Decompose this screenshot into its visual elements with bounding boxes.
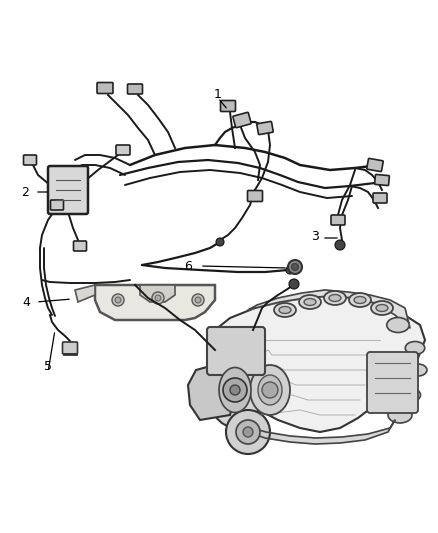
Text: 1: 1 <box>214 87 222 101</box>
Ellipse shape <box>387 318 409 333</box>
Ellipse shape <box>409 364 427 376</box>
Circle shape <box>292 263 299 271</box>
Ellipse shape <box>376 304 388 311</box>
Circle shape <box>262 382 278 398</box>
Circle shape <box>243 427 253 437</box>
FancyBboxPatch shape <box>50 200 64 210</box>
Ellipse shape <box>274 303 296 317</box>
FancyBboxPatch shape <box>63 342 78 354</box>
Polygon shape <box>210 296 425 432</box>
Ellipse shape <box>208 352 262 427</box>
FancyBboxPatch shape <box>24 155 36 165</box>
FancyBboxPatch shape <box>367 158 383 172</box>
FancyBboxPatch shape <box>127 84 142 94</box>
Circle shape <box>286 266 294 274</box>
FancyBboxPatch shape <box>373 193 387 203</box>
Ellipse shape <box>349 293 371 307</box>
Ellipse shape <box>371 301 393 315</box>
Ellipse shape <box>219 367 251 413</box>
Circle shape <box>155 295 161 301</box>
Ellipse shape <box>304 298 316 305</box>
Polygon shape <box>95 285 215 320</box>
Ellipse shape <box>329 295 341 302</box>
Text: 2: 2 <box>21 185 29 198</box>
Circle shape <box>236 420 260 444</box>
FancyBboxPatch shape <box>74 241 86 251</box>
FancyBboxPatch shape <box>220 101 236 111</box>
Ellipse shape <box>388 407 412 423</box>
FancyBboxPatch shape <box>207 327 265 375</box>
Circle shape <box>115 297 121 303</box>
Ellipse shape <box>250 365 290 415</box>
Circle shape <box>289 279 299 289</box>
Ellipse shape <box>258 375 282 405</box>
Text: 4: 4 <box>22 295 30 309</box>
FancyBboxPatch shape <box>257 122 273 134</box>
Circle shape <box>288 260 302 274</box>
FancyBboxPatch shape <box>374 174 389 185</box>
Ellipse shape <box>324 291 346 305</box>
Circle shape <box>195 297 201 303</box>
Circle shape <box>192 294 204 306</box>
Ellipse shape <box>399 388 420 402</box>
Circle shape <box>112 294 124 306</box>
Circle shape <box>335 240 345 250</box>
FancyBboxPatch shape <box>48 166 88 214</box>
Polygon shape <box>248 420 395 444</box>
Polygon shape <box>140 285 175 302</box>
Circle shape <box>223 378 247 402</box>
Text: 3: 3 <box>311 230 319 243</box>
Text: 5: 5 <box>44 360 52 374</box>
Circle shape <box>230 385 240 395</box>
Ellipse shape <box>354 296 366 303</box>
Polygon shape <box>248 290 410 328</box>
Text: 6: 6 <box>184 260 192 272</box>
Ellipse shape <box>299 295 321 309</box>
Circle shape <box>226 410 270 454</box>
FancyBboxPatch shape <box>331 215 345 225</box>
FancyBboxPatch shape <box>247 190 262 201</box>
FancyBboxPatch shape <box>97 83 113 93</box>
Polygon shape <box>75 285 95 302</box>
FancyBboxPatch shape <box>233 112 251 128</box>
Ellipse shape <box>279 306 291 313</box>
Polygon shape <box>188 362 235 420</box>
Circle shape <box>216 238 224 246</box>
Circle shape <box>152 292 164 304</box>
FancyBboxPatch shape <box>116 145 130 155</box>
FancyBboxPatch shape <box>367 352 418 413</box>
Ellipse shape <box>405 342 425 354</box>
